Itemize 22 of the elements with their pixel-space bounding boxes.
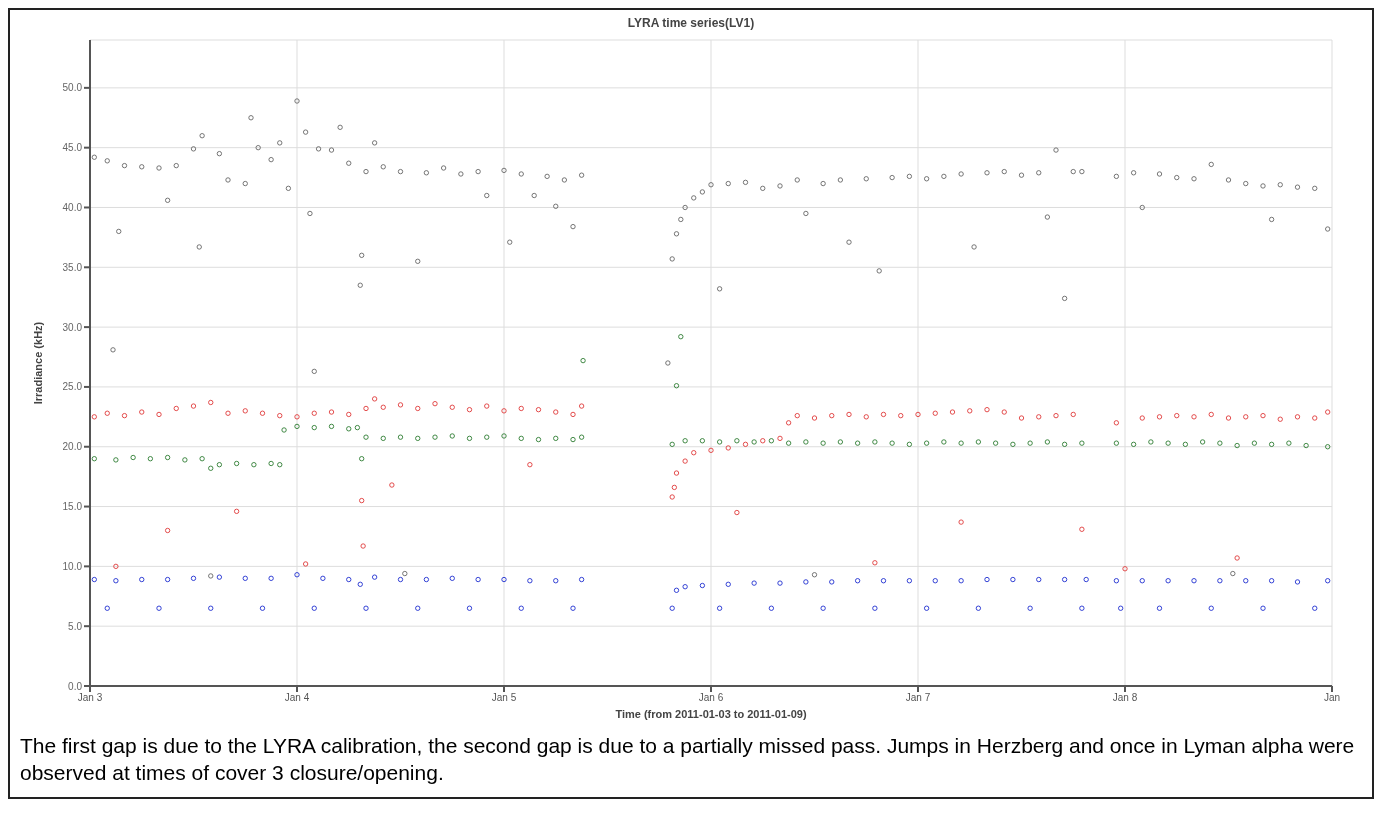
y-tick-label: 30.0 xyxy=(62,321,83,333)
y-tick-label: 10.0 xyxy=(62,560,83,572)
y-tick-label: 50.0 xyxy=(62,82,83,94)
y-tick-label: 45.0 xyxy=(62,142,83,154)
x-tick-label: Jan xyxy=(1323,692,1341,704)
x-tick-label: Jan 8 xyxy=(1112,692,1138,704)
y-tick-label: 5.0 xyxy=(68,620,83,632)
x-axis-title: Time (from 2011-01-03 to 2011-01-09) xyxy=(615,708,807,720)
y-axis-title: Irradiance (kHz) xyxy=(31,321,44,405)
y-tick-label: 20.0 xyxy=(62,441,83,453)
y-tick-label: 35.0 xyxy=(62,261,83,273)
chart-title: LYRA time series(LV1) xyxy=(626,15,756,30)
x-tick-label: Jan 6 xyxy=(698,692,724,704)
text: The first gap is due to the LYRA calibration, the second gap is due to a partially missed pass. Jumps in Herzberg and once in Lyman alpha were observed at times of cover 3 closure/opening. xyxy=(20,733,1356,787)
x-tick-label: Jan 5 xyxy=(491,692,517,704)
x-tick-label: Jan 7 xyxy=(905,692,931,704)
y-tick-label: 25.0 xyxy=(62,381,83,393)
x-tick-label: Jan 4 xyxy=(284,692,310,704)
y-tick-label: 0.0 xyxy=(68,680,83,692)
x-tick-label: Jan 3 xyxy=(77,692,103,704)
y-tick-label: 40.0 xyxy=(62,202,83,214)
y-tick-label: 15.0 xyxy=(62,501,83,513)
